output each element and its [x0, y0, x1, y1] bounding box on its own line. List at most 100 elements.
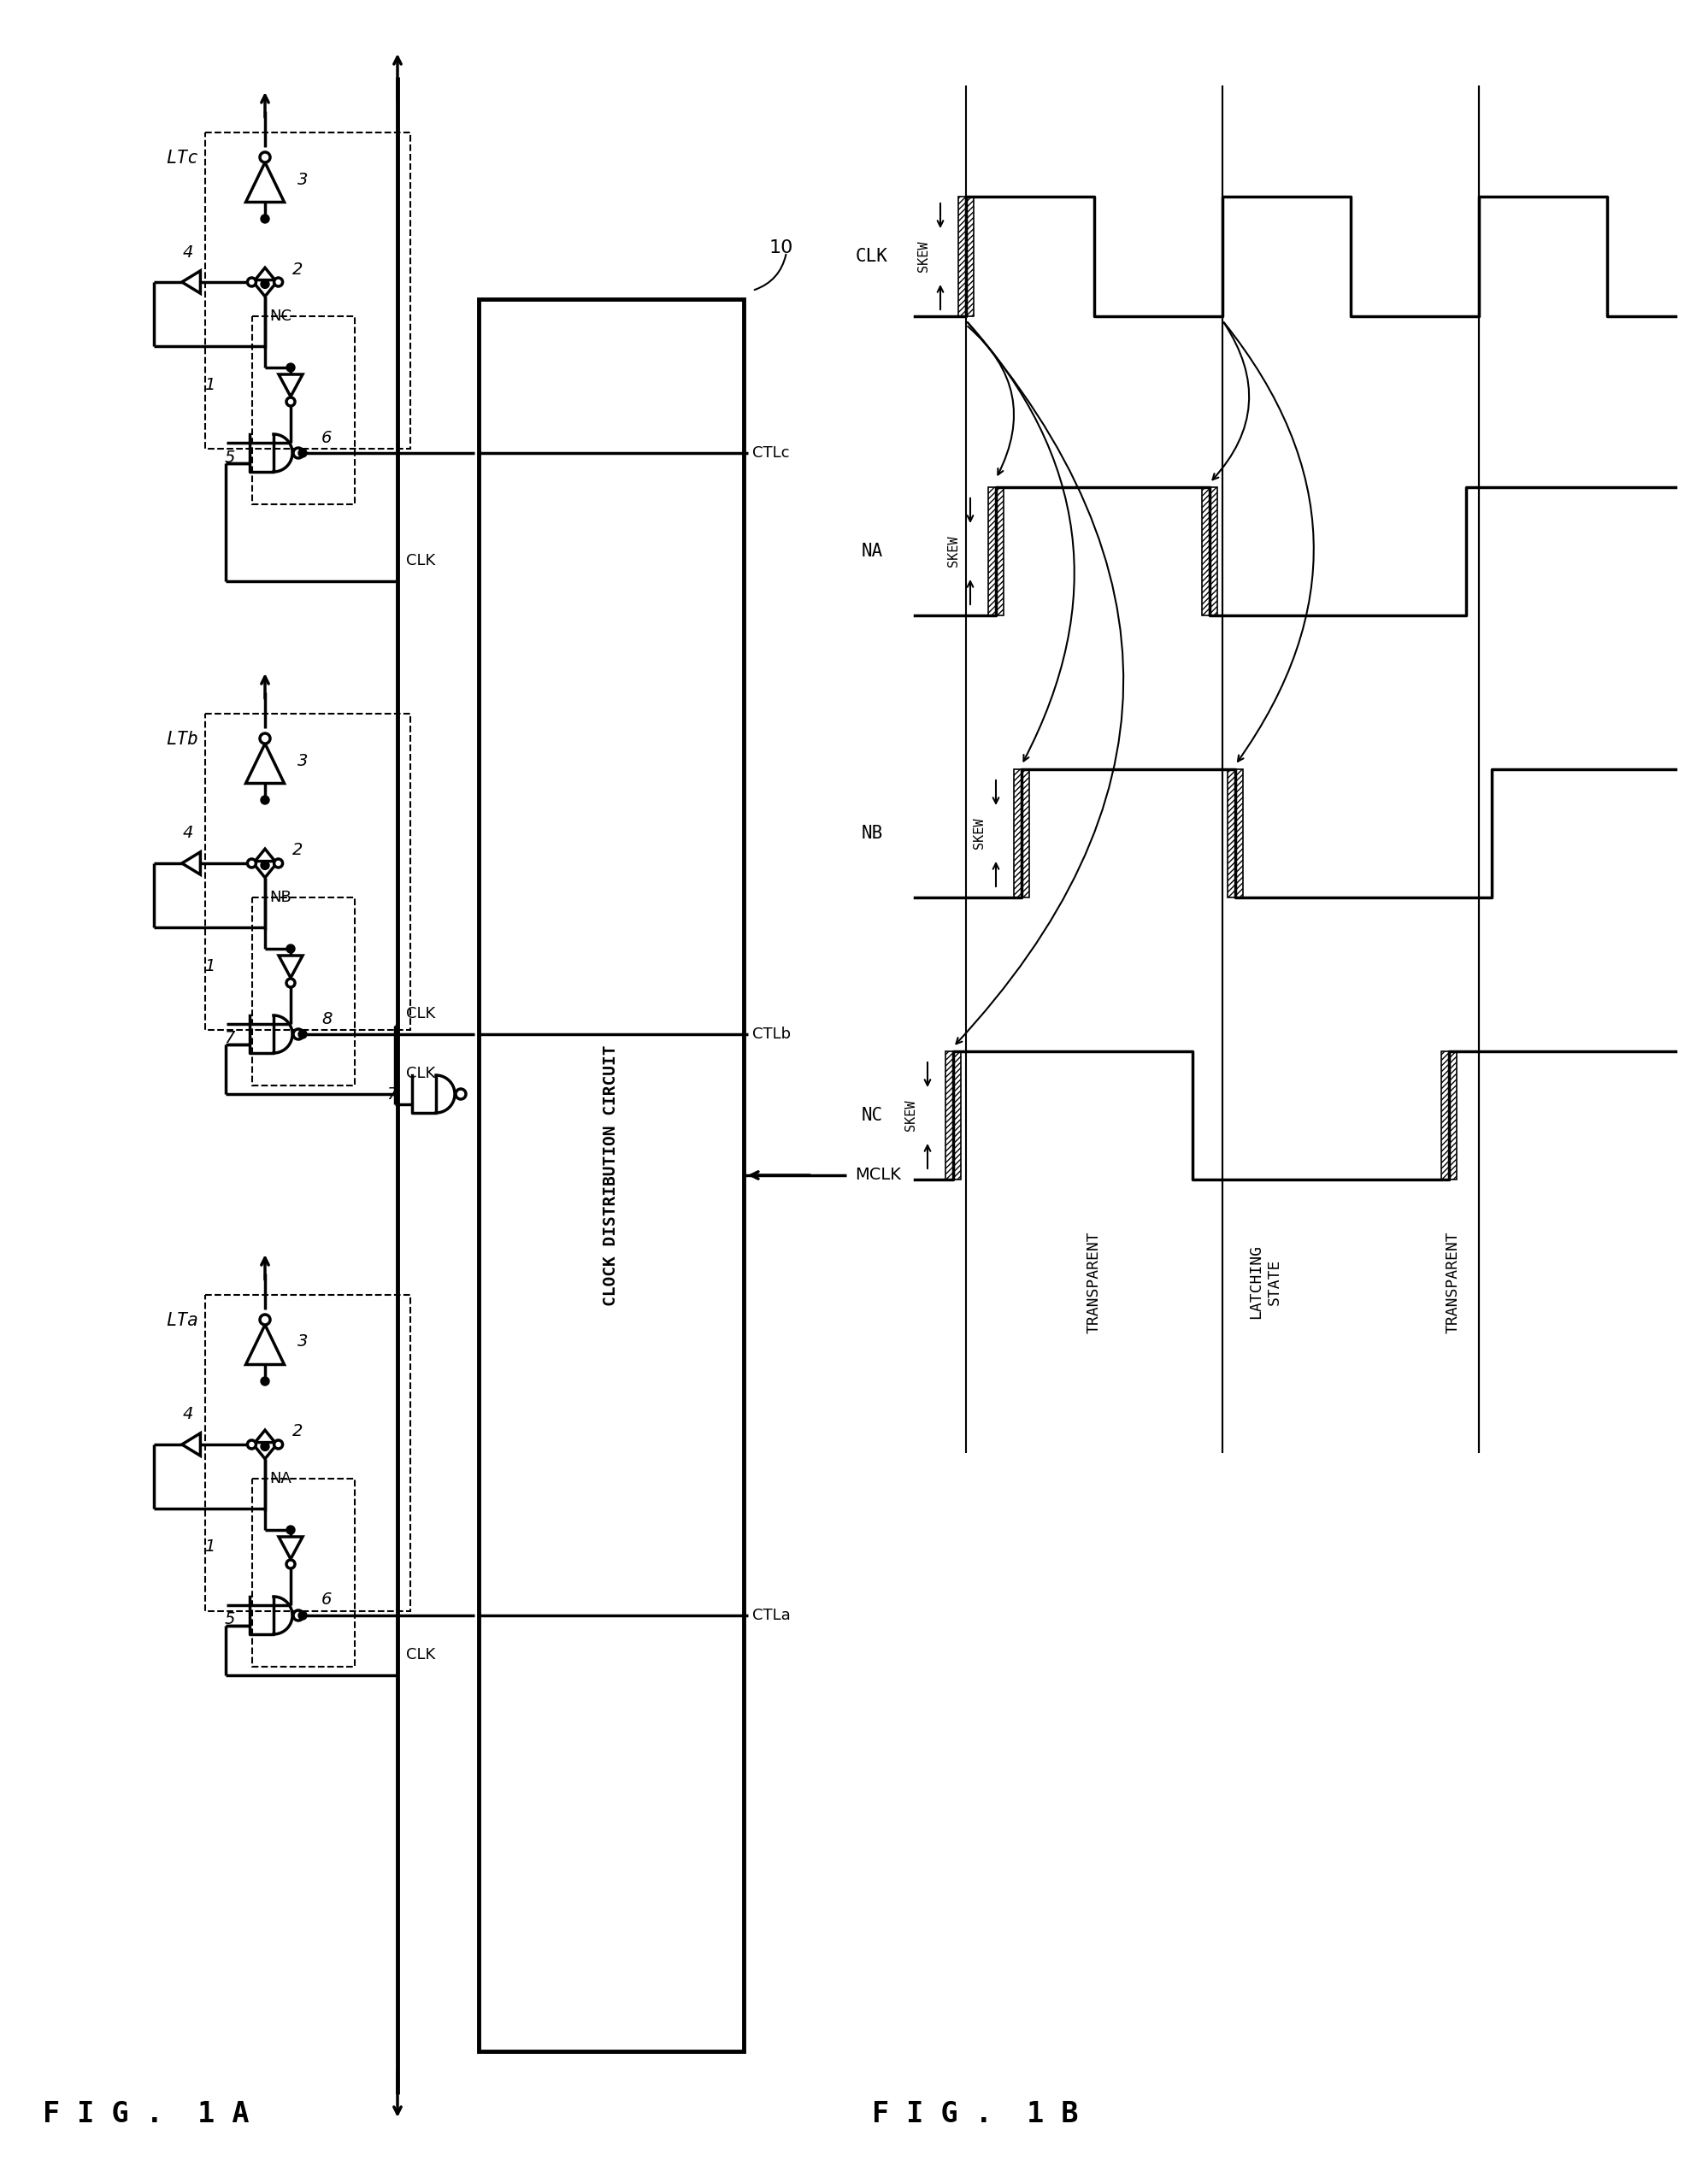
Text: 8: 8: [321, 1011, 331, 1026]
Bar: [1226, 769, 1242, 898]
Polygon shape: [181, 1433, 200, 1455]
Bar: [205, 132, 410, 448]
Bar: [958, 197, 974, 316]
Text: LTb: LTb: [166, 732, 198, 747]
Text: F I G .  1 A: F I G . 1 A: [43, 2100, 249, 2128]
Text: CLK: CLK: [856, 247, 888, 264]
Bar: [1013, 769, 1028, 898]
Text: 6: 6: [321, 1591, 331, 1609]
Text: 1: 1: [203, 377, 215, 392]
Polygon shape: [251, 1442, 278, 1459]
Polygon shape: [246, 1325, 284, 1364]
Text: CLK: CLK: [407, 1065, 436, 1080]
Circle shape: [294, 1028, 304, 1039]
Bar: [1440, 1052, 1455, 1180]
Text: SKEW: SKEW: [972, 818, 986, 849]
Polygon shape: [278, 375, 302, 396]
Text: 7: 7: [224, 1031, 236, 1046]
Circle shape: [248, 277, 256, 286]
Text: CTLa: CTLa: [752, 1609, 791, 1624]
Circle shape: [261, 1377, 270, 1386]
Text: 4: 4: [183, 825, 193, 842]
Circle shape: [260, 152, 270, 162]
Text: 1: 1: [203, 1539, 215, 1554]
Text: 5: 5: [224, 448, 236, 465]
Text: TRANSPARENT: TRANSPARENT: [1086, 1232, 1102, 1334]
Polygon shape: [246, 162, 284, 201]
Polygon shape: [251, 279, 278, 297]
Circle shape: [273, 1440, 282, 1448]
Bar: [205, 1295, 410, 1611]
Circle shape: [261, 1442, 270, 1451]
Polygon shape: [181, 271, 200, 292]
Text: 1: 1: [203, 957, 215, 974]
Circle shape: [248, 1440, 256, 1448]
Polygon shape: [246, 743, 284, 784]
Circle shape: [273, 277, 282, 286]
Circle shape: [299, 1031, 307, 1039]
Polygon shape: [251, 268, 278, 284]
Circle shape: [261, 862, 270, 870]
Text: NA: NA: [861, 543, 883, 561]
Circle shape: [261, 279, 270, 288]
Text: NB: NB: [270, 890, 290, 905]
Bar: [253, 898, 355, 1085]
Text: CLK: CLK: [407, 1648, 436, 1663]
Bar: [205, 714, 410, 1031]
Polygon shape: [251, 862, 278, 877]
Circle shape: [287, 1526, 295, 1535]
Polygon shape: [278, 955, 302, 979]
Polygon shape: [251, 1431, 278, 1446]
Text: 2: 2: [292, 1425, 302, 1440]
Bar: [987, 487, 1003, 615]
Text: 2: 2: [292, 262, 302, 277]
Circle shape: [287, 944, 295, 953]
Bar: [478, 299, 743, 2050]
Text: 3: 3: [297, 753, 307, 769]
Text: 7: 7: [386, 1087, 398, 1102]
Text: CLK: CLK: [407, 1007, 436, 1022]
Polygon shape: [251, 849, 278, 866]
Text: SKEW: SKEW: [917, 240, 929, 273]
Text: CTLb: CTLb: [752, 1026, 791, 1041]
Polygon shape: [181, 853, 200, 875]
Text: CLK: CLK: [407, 552, 436, 569]
Text: 5: 5: [224, 1611, 236, 1628]
Text: NB: NB: [861, 825, 883, 842]
Bar: [945, 1052, 960, 1180]
Circle shape: [260, 734, 270, 743]
Bar: [1201, 487, 1216, 615]
Polygon shape: [278, 1537, 302, 1559]
Circle shape: [294, 1611, 304, 1622]
Text: SKEW: SKEW: [946, 535, 960, 567]
Text: MCLK: MCLK: [854, 1167, 900, 1184]
Circle shape: [273, 860, 282, 868]
Text: TRANSPARENT: TRANSPARENT: [1445, 1232, 1460, 1334]
Text: 10: 10: [769, 240, 793, 255]
Text: NA: NA: [270, 1470, 292, 1487]
Text: F I G .  1 B: F I G . 1 B: [871, 2100, 1078, 2128]
Bar: [253, 316, 355, 504]
Text: LTa: LTa: [166, 1312, 198, 1329]
Bar: [253, 1479, 355, 1667]
Text: 3: 3: [297, 171, 307, 188]
Circle shape: [287, 364, 295, 372]
Text: CTLc: CTLc: [752, 446, 789, 461]
Circle shape: [294, 448, 304, 459]
Circle shape: [456, 1089, 466, 1100]
Text: LTc: LTc: [166, 149, 198, 167]
Circle shape: [287, 398, 295, 407]
Circle shape: [260, 1314, 270, 1325]
Text: NC: NC: [270, 310, 292, 325]
Text: 2: 2: [292, 842, 302, 860]
Circle shape: [261, 214, 270, 223]
Circle shape: [299, 1611, 307, 1619]
Text: CLOCK DISTRIBUTION CIRCUIT: CLOCK DISTRIBUTION CIRCUIT: [603, 1046, 618, 1305]
Circle shape: [299, 448, 307, 457]
Circle shape: [261, 797, 270, 803]
Text: 3: 3: [297, 1334, 307, 1351]
Text: 4: 4: [183, 1407, 193, 1422]
Text: SKEW: SKEW: [904, 1100, 917, 1130]
Text: 4: 4: [183, 245, 193, 260]
Text: NC: NC: [861, 1106, 883, 1124]
